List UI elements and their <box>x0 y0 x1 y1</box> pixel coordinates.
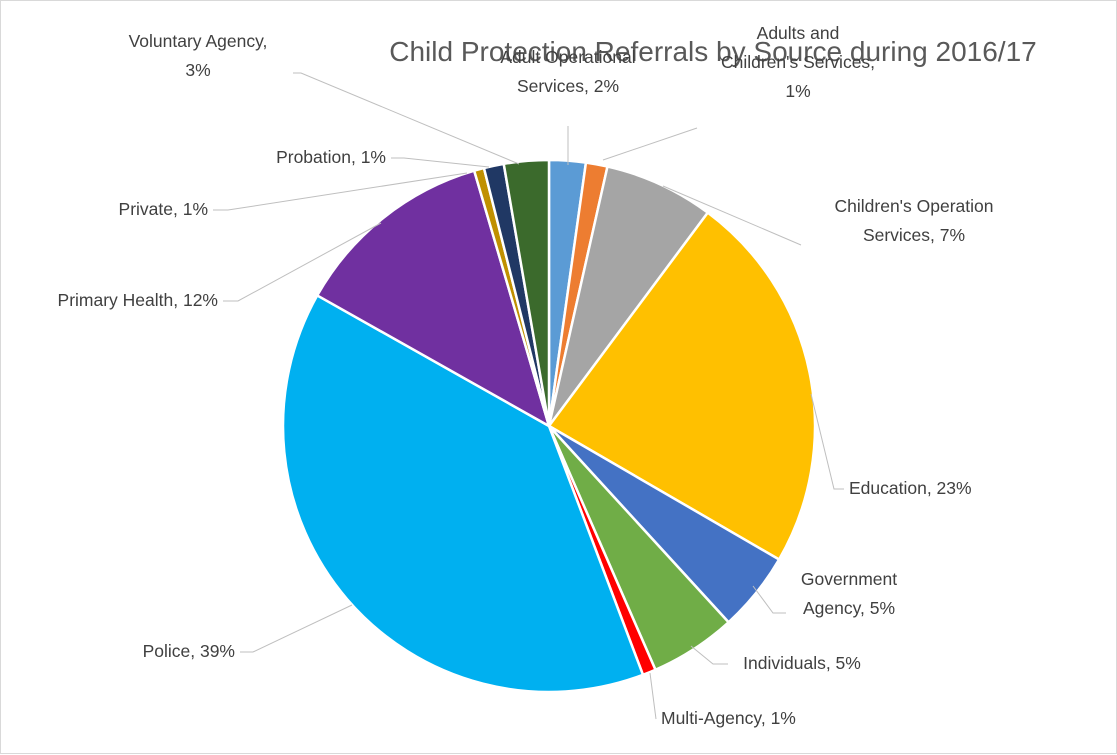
data-labels-layer: Adult Operational Services, 2% Adults and C… <box>58 23 994 728</box>
slices-layer <box>281 158 817 694</box>
leader-line <box>293 72 520 165</box>
data-label: Adult Operational Services, 2% <box>500 47 635 96</box>
leader-line <box>223 222 382 302</box>
data-label: Private, 1% <box>119 199 208 219</box>
pie-slice-voluntary-agency <box>502 158 551 428</box>
data-label: Adults and Children's Services, 1% <box>721 23 875 101</box>
data-label: Primary Health, 12% <box>58 290 218 310</box>
data-label: Individuals, 5% <box>743 653 861 673</box>
leader-line <box>213 172 468 211</box>
leader-line <box>649 672 657 720</box>
chart-title: Child Protection Referrals by Source dur… <box>389 36 1036 67</box>
pie-slice-children-s-operation-services <box>547 165 710 428</box>
leader-line <box>240 604 353 653</box>
leader-line <box>602 127 698 161</box>
data-label: Voluntary Agency, 3% <box>129 31 268 80</box>
leader-line <box>662 185 802 246</box>
data-label: Probation, 1% <box>276 147 386 167</box>
data-label: Children's Operation Services, 7% <box>835 196 994 245</box>
leader-line <box>690 645 728 665</box>
data-label: Multi-Agency, 1% <box>661 708 796 728</box>
leader-line <box>391 157 490 168</box>
leader-lines-layer <box>213 72 844 720</box>
pie-slice-police <box>281 294 645 694</box>
data-label: Government Agency, 5% <box>801 569 897 618</box>
leader-line <box>752 585 786 614</box>
pie-slice-primary-health <box>316 169 551 428</box>
leader-line <box>810 393 844 490</box>
pie-slice-education <box>547 211 817 561</box>
data-label: Education, 23% <box>849 478 972 498</box>
data-label: Police, 39% <box>143 641 235 661</box>
